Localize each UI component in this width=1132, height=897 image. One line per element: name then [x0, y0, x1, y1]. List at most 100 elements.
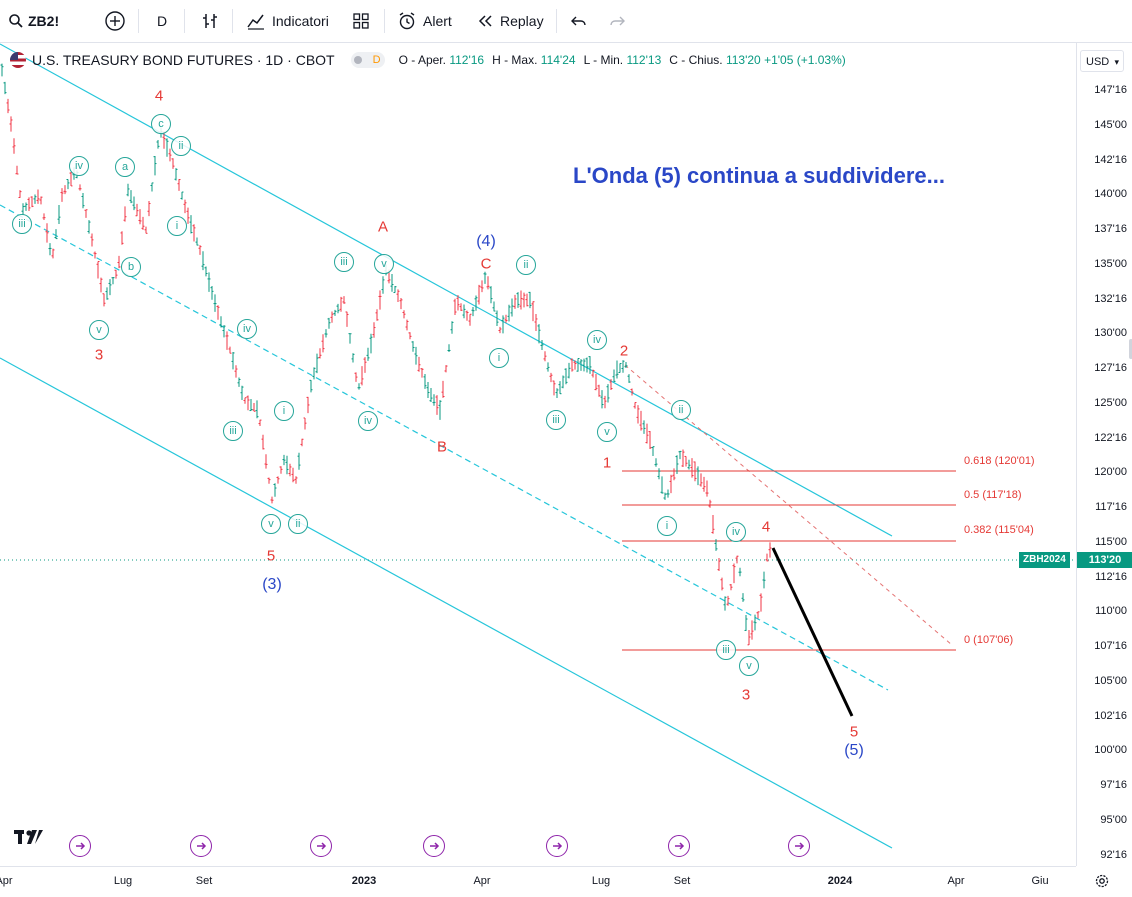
wave-label-circled[interactable]: v	[597, 422, 617, 442]
wave-label-red[interactable]: 5	[266, 547, 276, 565]
wave-label-red[interactable]: 4	[761, 518, 771, 536]
wave-label-circled[interactable]: i	[167, 216, 187, 236]
price-tick-label: 147'16	[1094, 84, 1127, 96]
event-marker-icon[interactable]	[69, 835, 91, 857]
interval-label: D	[157, 13, 168, 29]
alarm-clock-icon	[399, 12, 415, 30]
wave-label-red[interactable]: C	[480, 255, 492, 273]
time-tick-label: Lug	[591, 875, 611, 887]
wave-label-circled[interactable]: iii	[716, 640, 736, 660]
wave-label-red[interactable]: 1	[602, 454, 612, 472]
wave-label-circled[interactable]: iv	[69, 156, 89, 176]
compare-button[interactable]	[104, 10, 126, 32]
wave-label-circled[interactable]: b	[121, 257, 141, 277]
time-tick-label: Apr	[947, 875, 965, 887]
wave-label-circled[interactable]: ii	[171, 136, 191, 156]
wave-label-circled[interactable]: iii	[546, 410, 566, 430]
fib-label-0382: 0.382 (115'04)	[964, 524, 1034, 536]
headline-text[interactable]: L'Onda (5) continua a suddividere...	[573, 163, 945, 188]
wave-5-projection-line[interactable]	[771, 547, 854, 717]
delay-badge-label: D	[372, 54, 381, 66]
event-marker-icon[interactable]	[788, 835, 810, 857]
price-tick-label: 135'00	[1094, 257, 1127, 270]
ohlc-open: O - Aper. 112'16	[399, 53, 484, 67]
price-tick-label: 125'00	[1094, 396, 1127, 409]
undo-button[interactable]	[570, 10, 588, 32]
wave-label-circled[interactable]: i	[274, 401, 294, 421]
wave-label-circled[interactable]: i	[489, 348, 509, 368]
wave-label-red[interactable]: B	[436, 438, 448, 456]
wave-label-blue[interactable]: (5)	[844, 742, 864, 759]
event-marker-icon[interactable]	[546, 835, 568, 857]
bars-icon	[203, 14, 217, 28]
wave-label-red[interactable]: 4	[154, 87, 164, 105]
indicators-button[interactable]: Indicatori	[246, 10, 329, 32]
settings-gear-icon[interactable]	[1094, 873, 1110, 894]
wave-label-circled[interactable]: v	[739, 656, 759, 676]
price-tick-label: 132'16	[1094, 292, 1127, 305]
search-icon	[9, 14, 23, 28]
wave-label-blue[interactable]: (3)	[262, 576, 282, 593]
symbol-title[interactable]: U.S. TREASURY BOND FUTURES · 1D · CBOT	[32, 52, 335, 68]
event-marker-icon[interactable]	[423, 835, 445, 857]
wave-label-circled[interactable]: iv	[237, 319, 257, 339]
wave-label-circled[interactable]: ii	[671, 400, 691, 420]
time-axis[interactable]: Apr Lug Set 2023 Apr Lug Set 2024 Apr Giu	[0, 866, 1109, 897]
replay-label: Replay	[500, 13, 544, 29]
channel-upper-line[interactable]	[0, 43, 893, 537]
wave-label-circled[interactable]: iv	[358, 411, 378, 431]
open-label: O - Aper.	[398, 53, 446, 67]
wave-label-circled[interactable]: ii	[516, 255, 536, 275]
wave-label-circled[interactable]: v	[89, 320, 109, 340]
symbol-label: ZB2!	[28, 13, 60, 29]
price-tick-label: 110'00	[1095, 605, 1127, 618]
channel-middle-line[interactable]	[0, 204, 889, 691]
close-value: 113'20	[725, 53, 761, 67]
tradingview-logo[interactable]	[14, 828, 44, 846]
scroll-handle[interactable]	[1129, 339, 1132, 359]
wave-label-red[interactable]: 3	[94, 346, 104, 364]
chart-type-button[interactable]	[200, 10, 220, 32]
price-tick-label: 92'16	[1100, 848, 1127, 861]
wave-label-circled[interactable]: v	[261, 514, 281, 534]
wave-label-red[interactable]: 2	[619, 342, 629, 360]
price-axis[interactable]: USD ▾ 147'16 145'00 142'16 140'00 137'16 135'…	[1019, 43, 1132, 866]
layout-button[interactable]	[352, 10, 370, 32]
price-tick-label: 102'16	[1094, 709, 1127, 722]
ohlc-low: L - Min. 112'13	[584, 53, 662, 67]
event-marker-icon[interactable]	[668, 835, 690, 857]
event-marker-icon[interactable]	[310, 835, 332, 857]
time-tick-label: Lug	[113, 875, 133, 887]
wave-label-circled[interactable]: a	[115, 157, 135, 177]
open-value: 112'16	[449, 53, 485, 67]
undo-icon	[571, 16, 586, 26]
wave-label-circled[interactable]: iv	[587, 330, 607, 350]
price-tick-label: 140'00	[1094, 188, 1127, 201]
chart-pane[interactable]: U.S. TREASURY BOND FUTURES · 1D · CBOT D…	[0, 43, 1076, 866]
redo-button[interactable]	[608, 10, 626, 32]
top-toolbar: ZB2! D Indicatori Alert Replay	[0, 0, 1132, 43]
alert-button[interactable]: Alert	[397, 10, 452, 32]
wave-label-circled[interactable]: iii	[12, 214, 32, 234]
currency-button[interactable]: USD ▾	[1080, 50, 1124, 72]
wave-label-circled[interactable]: iv	[726, 522, 746, 542]
wave-label-circled[interactable]: iii	[223, 421, 243, 441]
ohlc-close: C - Chius. 113'20 +1'05 (+1.03%)	[669, 53, 846, 67]
event-marker-icon[interactable]	[190, 835, 212, 857]
channel-lower-line[interactable]	[0, 357, 893, 849]
wave-label-red[interactable]: 5	[849, 723, 859, 741]
wave-label-circled[interactable]: ii	[288, 514, 308, 534]
replay-button[interactable]: Replay	[476, 10, 544, 32]
interval-button[interactable]: D	[157, 10, 167, 32]
wave-label-circled[interactable]: iii	[334, 252, 354, 272]
ohlc-bars	[0, 63, 772, 646]
price-tick-label: 105'00	[1094, 674, 1127, 687]
wave-label-red[interactable]: 3	[741, 686, 751, 704]
wave-label-circled[interactable]: i	[657, 516, 677, 536]
wave-label-blue[interactable]: (4)	[476, 233, 496, 250]
wave-label-red[interactable]: A	[377, 218, 389, 236]
time-tick-label: Apr	[473, 875, 491, 887]
symbol-search[interactable]: ZB2!	[8, 10, 59, 32]
wave-label-circled[interactable]: v	[374, 254, 394, 274]
wave-label-circled[interactable]: c	[151, 114, 171, 134]
